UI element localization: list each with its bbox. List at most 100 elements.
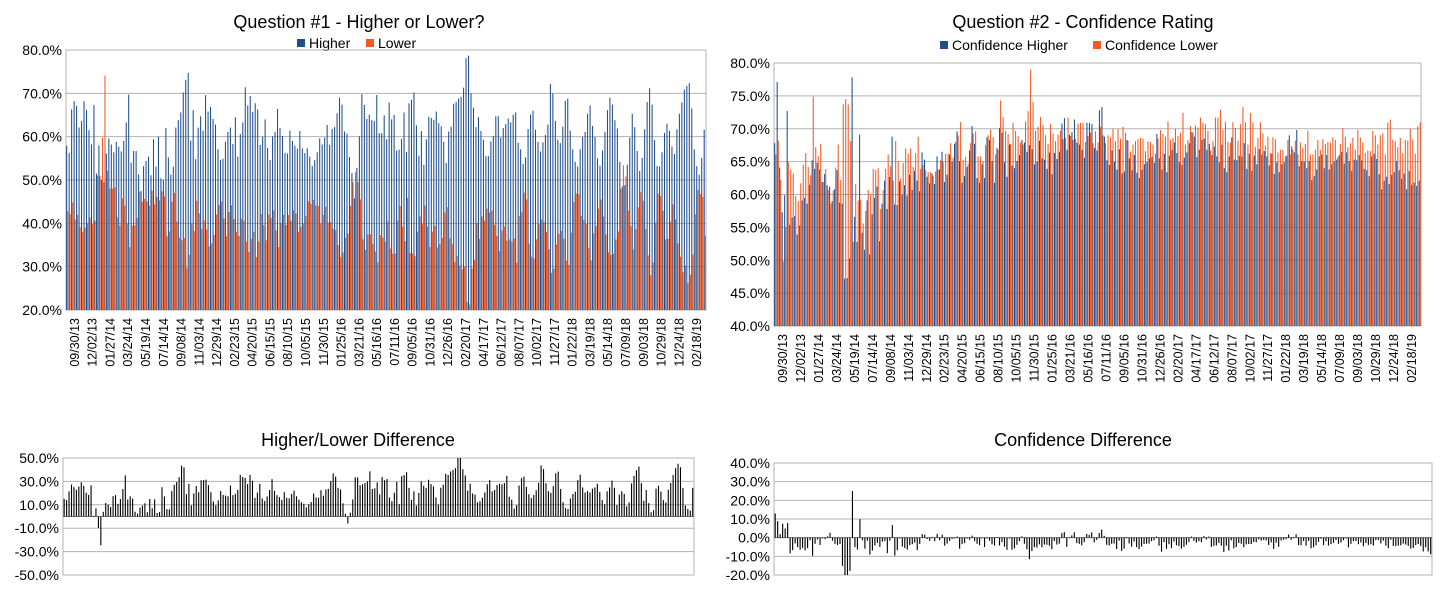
c3-bar [474, 494, 476, 517]
c2-bar-higher [1006, 176, 1008, 326]
c3-bar [391, 501, 393, 517]
c1-bar-higher [487, 156, 489, 310]
c1-bar-lower [67, 211, 69, 310]
c4-bar [1285, 537, 1287, 540]
c2-bar-higher [856, 241, 858, 326]
c2-bar-higher [796, 234, 798, 326]
c2-bar-lower [850, 141, 852, 326]
c4-bar [1250, 537, 1252, 545]
c4-bar [1108, 537, 1110, 546]
c2-bar-higher [1306, 168, 1308, 326]
c2-bar-higher [944, 182, 946, 326]
c4-bar [1126, 537, 1128, 539]
c1-bar-higher [170, 174, 172, 310]
c4-bar [1258, 537, 1260, 540]
c2-bar-lower [1005, 130, 1007, 326]
c2-bar-higher [1228, 156, 1230, 326]
c2-x-tick-label: 12/29/14 [920, 334, 934, 383]
c4-bar [914, 537, 916, 543]
c4-bar [816, 537, 819, 540]
c1-bar-higher [649, 88, 651, 310]
c1-bar-lower [459, 265, 461, 310]
c2-bar-lower [932, 176, 934, 326]
c4-bar [1173, 537, 1175, 542]
c2-bar-lower [1090, 132, 1092, 326]
c2-bar-lower [1107, 135, 1109, 326]
c1-bar-lower [538, 224, 540, 310]
c4-bar [1205, 537, 1207, 540]
c3-bar [584, 492, 586, 517]
c3-bar [141, 505, 143, 517]
c3-bar [479, 501, 481, 517]
c2-bar-higher [1151, 157, 1153, 326]
c3-bar [586, 491, 589, 517]
c2-bar-higher [926, 176, 928, 326]
c2-bar-higher [971, 126, 973, 327]
c2-bar-lower [955, 141, 957, 326]
c4-bar [1295, 534, 1297, 538]
c4-bar [1145, 537, 1148, 544]
c1-bar-higher [475, 127, 477, 310]
c2-bar-higher [909, 174, 911, 326]
c2-bar-lower [1127, 140, 1129, 326]
c2-bar-higher [1226, 172, 1228, 326]
c2-bar-higher [1076, 142, 1078, 326]
c2-bar-higher [1216, 156, 1218, 326]
c1-bar-lower [203, 220, 205, 310]
c2-bar-lower [1292, 149, 1294, 326]
c1-bar-lower [213, 235, 215, 310]
c1-bar-higher [207, 111, 209, 311]
c2-bar-higher [866, 200, 868, 326]
c4-bar [1420, 537, 1422, 546]
c1-bar-higher [656, 166, 658, 310]
c3-bar [498, 483, 501, 517]
c3-bar [643, 500, 645, 517]
c2-x-tick-label: 06/15/15 [974, 334, 988, 383]
c2-bar-higher [874, 197, 876, 326]
c1-bar-higher [334, 127, 336, 310]
c1-bar-higher [76, 105, 78, 311]
c2-bar-higher [1073, 119, 1075, 326]
c3-bar [66, 500, 68, 517]
c2-bar-lower [1012, 122, 1014, 327]
c2-bar-higher [919, 191, 921, 326]
c1-bar-lower [278, 247, 280, 310]
c2-bar-lower [977, 156, 979, 326]
c2-bar-lower [1332, 137, 1334, 326]
c4-bar [1390, 537, 1392, 540]
c3-bar [675, 468, 677, 517]
c1-bar-higher [589, 105, 591, 310]
c1-bar-lower [240, 218, 242, 310]
c2-bar-lower [1209, 150, 1211, 326]
c3-bar [210, 492, 212, 517]
c3-bar [435, 497, 437, 517]
c1-bar-higher [552, 93, 554, 310]
c2-bar-lower [867, 189, 869, 326]
c4-bar [1280, 537, 1282, 541]
c2-bar-higher [1396, 160, 1398, 326]
c2-bar-lower [860, 199, 862, 326]
c2-bar-higher [1251, 170, 1253, 326]
c1-bar-lower [583, 219, 585, 310]
c2-bar-higher [1336, 159, 1338, 326]
c3-bar [506, 475, 508, 517]
c1-y-tick-label: 80.0% [22, 42, 62, 58]
c1-bar-lower [367, 234, 369, 310]
c4-y-tick-label: 30.0% [730, 474, 770, 490]
c2-bar-lower [1045, 135, 1047, 326]
c2-bar-higher [1376, 158, 1378, 326]
c4-bar [954, 537, 956, 539]
c1-bar-higher [224, 141, 226, 310]
c2-x-tick-label: 03/24/14 [830, 334, 844, 383]
c1-bar-lower [312, 199, 314, 310]
c2-bar-higher [1168, 155, 1170, 326]
c2-bar-lower [1329, 142, 1331, 326]
c4-bar [1422, 537, 1424, 552]
c1-bar-lower [692, 254, 694, 310]
c1-bar-higher [671, 146, 673, 310]
c2-bar-lower [1129, 151, 1132, 326]
c2-bar-higher [1148, 158, 1150, 326]
c3-bar [653, 510, 655, 517]
c3-bar [185, 494, 187, 517]
c2-bar-higher [1366, 170, 1368, 326]
